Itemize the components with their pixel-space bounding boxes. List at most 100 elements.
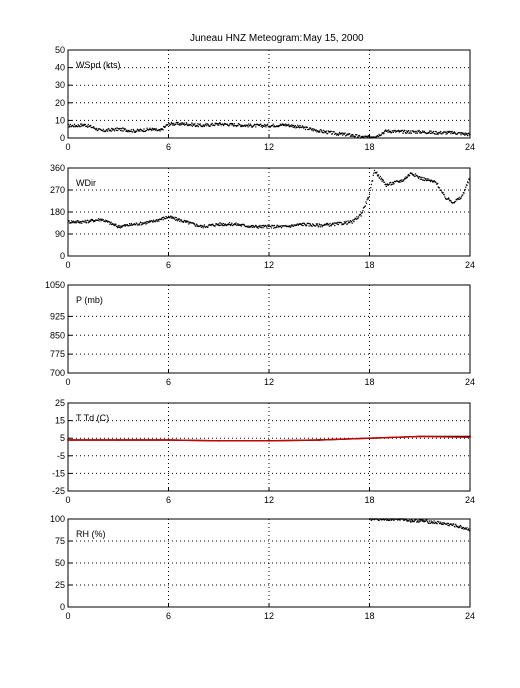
data-point <box>280 227 283 229</box>
data-point <box>438 187 441 189</box>
data-point <box>385 518 387 520</box>
x-tick-label: 6 <box>166 260 171 270</box>
data-point <box>310 127 312 129</box>
data-point <box>298 127 301 129</box>
data-point <box>408 520 410 522</box>
y-tick-label: 270 <box>50 185 65 195</box>
data-point <box>191 122 193 124</box>
data-point <box>265 126 267 128</box>
data-point <box>460 132 463 134</box>
data-point <box>161 216 164 219</box>
data-point <box>247 225 249 227</box>
data-point <box>116 127 118 129</box>
data-point <box>460 197 462 199</box>
data-point <box>453 132 455 135</box>
data-point <box>431 180 433 182</box>
data-point <box>461 527 463 530</box>
panel-p-mb: 0 6 12 18 24 700 775 850 925 1050 P (mb) <box>45 280 475 387</box>
data-point <box>140 222 142 224</box>
data-point <box>70 222 72 224</box>
data-point <box>421 176 423 179</box>
data-point <box>110 130 112 133</box>
data-point <box>252 225 255 227</box>
data-point <box>254 124 256 126</box>
data-point <box>455 524 457 527</box>
data-point <box>453 523 455 525</box>
data-point <box>272 123 274 125</box>
data-point <box>370 187 372 189</box>
y-tick-label: 50 <box>55 558 65 568</box>
data-point <box>130 129 133 131</box>
data-point <box>263 125 265 128</box>
data-point <box>463 134 466 136</box>
data-point <box>454 526 456 528</box>
y-tick-label: 100 <box>50 514 65 524</box>
data-point <box>110 221 112 223</box>
data-point <box>267 123 269 126</box>
data-point <box>468 528 470 530</box>
data-point <box>466 527 468 529</box>
data-point <box>167 439 170 441</box>
data-point <box>302 126 304 128</box>
x-tick-label: 24 <box>465 495 475 505</box>
y-tick-label: 850 <box>50 330 65 340</box>
data-point <box>178 124 180 126</box>
data-point <box>398 180 401 182</box>
data-point <box>292 225 295 227</box>
data-point <box>145 129 148 132</box>
y-tick-label: 20 <box>55 98 65 108</box>
data-point <box>410 132 413 134</box>
data-point <box>333 222 335 224</box>
data-point <box>179 220 181 223</box>
data-point <box>72 220 75 222</box>
y-tick-label: 0 <box>60 602 65 612</box>
data-point <box>422 130 424 132</box>
y-tick-label: 0 <box>60 251 65 261</box>
data-point <box>121 130 123 132</box>
data-point <box>353 221 355 223</box>
data-point <box>393 183 395 185</box>
data-point <box>343 223 345 225</box>
data-point <box>426 179 429 182</box>
data-point <box>328 225 331 227</box>
y-tick-label: -5 <box>57 451 65 461</box>
data-point <box>134 224 137 226</box>
data-point <box>352 219 354 221</box>
data-point <box>196 125 198 127</box>
x-tick-label: 24 <box>465 142 475 152</box>
data-point <box>428 522 430 524</box>
data-point <box>231 123 234 125</box>
data-point <box>174 216 176 218</box>
data-point <box>382 180 384 182</box>
data-point <box>309 223 311 225</box>
data-point <box>467 182 469 184</box>
data-point <box>209 125 212 127</box>
data-point <box>360 137 362 139</box>
data-point <box>106 130 109 132</box>
data-point <box>463 192 465 194</box>
data-point <box>83 124 85 127</box>
data-point <box>373 169 376 172</box>
data-point <box>154 129 156 131</box>
data-point <box>367 198 369 200</box>
y-tick-label: 75 <box>55 536 65 546</box>
data-point <box>118 226 121 229</box>
data-point <box>340 222 343 224</box>
data-point <box>222 224 224 227</box>
data-point <box>385 129 387 131</box>
series-t-td-c-1 <box>67 435 471 442</box>
data-point <box>320 130 323 132</box>
data-point <box>222 222 225 225</box>
data-point <box>426 519 428 521</box>
data-point <box>215 223 218 225</box>
x-tick-label: 24 <box>465 611 475 621</box>
data-point <box>270 227 273 229</box>
data-point <box>380 177 383 179</box>
data-point <box>341 134 344 136</box>
data-point <box>458 196 460 198</box>
data-point <box>223 124 225 126</box>
y-tick-label: 30 <box>55 80 65 90</box>
data-point <box>117 226 120 228</box>
data-point <box>73 126 75 128</box>
